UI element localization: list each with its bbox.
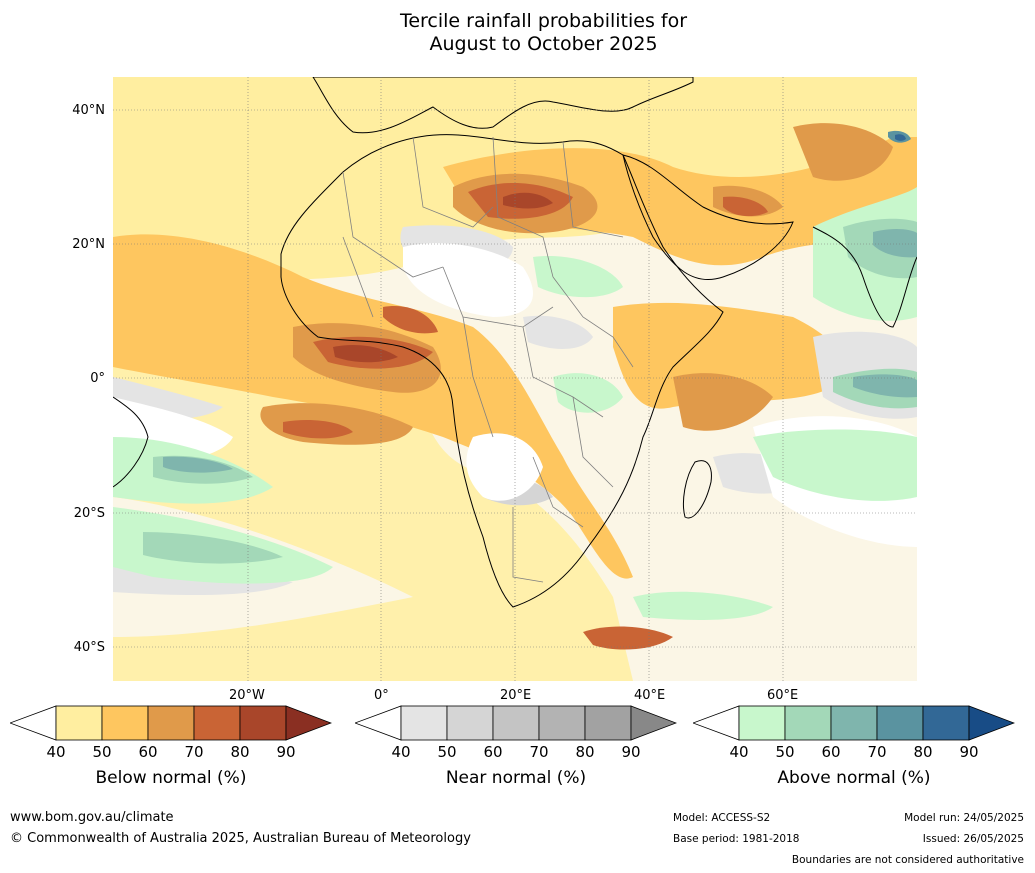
tick: 70 bbox=[529, 743, 549, 761]
lat-label-20s: 20°S bbox=[73, 506, 105, 521]
below-normal-colorbar bbox=[10, 705, 332, 741]
tick: 80 bbox=[230, 743, 250, 761]
lat-label-0: 0° bbox=[90, 371, 105, 386]
below-normal-80-area bbox=[503, 192, 553, 209]
tick: 50 bbox=[775, 743, 795, 761]
below-normal-70-area bbox=[723, 196, 768, 217]
tick: 40 bbox=[729, 743, 749, 761]
below-normal-50-area bbox=[613, 302, 841, 409]
model-run-date: Model run: 24/05/2025 bbox=[904, 812, 1024, 824]
lon-label-40e: 40°E bbox=[634, 688, 666, 703]
graticule bbox=[113, 77, 917, 681]
madagascar-coastline bbox=[682, 460, 712, 519]
above-normal-50-area bbox=[143, 532, 283, 564]
above-normal-40-area bbox=[753, 429, 917, 501]
tick: 90 bbox=[621, 743, 641, 761]
tick: 40 bbox=[46, 743, 66, 761]
near-normal-label: Near normal (%) bbox=[445, 768, 587, 788]
tick: 80 bbox=[575, 743, 595, 761]
below-normal-50-area bbox=[443, 137, 917, 266]
white-area bbox=[466, 433, 543, 501]
probability-map bbox=[113, 77, 917, 681]
below-normal-60-area bbox=[673, 373, 773, 431]
tick: 70 bbox=[867, 743, 887, 761]
base-period: Base period: 1981-2018 bbox=[673, 833, 800, 845]
bom-url: www.bom.gov.au/climate bbox=[10, 810, 174, 825]
below-normal-70-area bbox=[283, 420, 353, 439]
tick: 90 bbox=[959, 743, 979, 761]
africa-coastline bbox=[280, 134, 724, 608]
country-borders bbox=[342, 136, 634, 583]
white-area bbox=[403, 243, 533, 317]
tick: 50 bbox=[437, 743, 457, 761]
lon-label-60e: 60°E bbox=[767, 688, 799, 703]
above-normal-40-area bbox=[553, 373, 623, 413]
lon-label-20e: 20°E bbox=[500, 688, 532, 703]
lat-label-20n: 20°N bbox=[72, 237, 105, 252]
tick: 60 bbox=[138, 743, 158, 761]
above-normal-40-area bbox=[533, 256, 623, 298]
tick: 90 bbox=[276, 743, 296, 761]
near-normal-colorbar bbox=[355, 705, 677, 741]
above-normal-80-area bbox=[895, 134, 906, 141]
title-line-1: Tercile rainfall probabilities for bbox=[399, 10, 688, 32]
issued-date: Issued: 26/05/2025 bbox=[922, 833, 1024, 845]
above-normal-colorbar bbox=[693, 705, 1015, 741]
tick: 40 bbox=[391, 743, 411, 761]
below-normal-40-area bbox=[113, 307, 633, 681]
arabia-coastline bbox=[622, 154, 794, 281]
lon-label-20w: 20°W bbox=[229, 688, 265, 703]
below-normal-70-area bbox=[583, 626, 673, 650]
title-line-2: August to October 2025 bbox=[429, 33, 658, 55]
below-normal-80-area bbox=[333, 345, 398, 363]
model-name: Model: ACCESS-S2 bbox=[673, 812, 771, 824]
above-normal-60-area bbox=[163, 456, 233, 473]
above-normal-40-area bbox=[633, 591, 773, 620]
below-normal-50-area bbox=[113, 234, 633, 579]
south-america-coastline bbox=[113, 396, 149, 488]
map-title: Tercile rainfall probabilities for Augus… bbox=[0, 10, 1035, 56]
tick: 70 bbox=[184, 743, 204, 761]
above-normal-label: Above normal (%) bbox=[777, 768, 931, 788]
near-normal-area bbox=[523, 315, 593, 349]
below-normal-70-area bbox=[383, 306, 438, 334]
copyright-notice: © Commonwealth of Australia 2025, Austra… bbox=[10, 831, 471, 846]
lon-label-0: 0° bbox=[374, 688, 389, 703]
below-normal-60-area bbox=[793, 123, 893, 181]
above-normal-60-area bbox=[853, 374, 917, 398]
lat-label-40s: 40°S bbox=[73, 640, 105, 655]
tick: 50 bbox=[92, 743, 112, 761]
boundaries-disclaimer: Boundaries are not considered authoritat… bbox=[791, 854, 1024, 866]
tick: 60 bbox=[483, 743, 503, 761]
tick: 80 bbox=[913, 743, 933, 761]
lat-label-40n: 40°N bbox=[72, 103, 105, 118]
above-normal-60-area bbox=[873, 229, 917, 258]
europe-coastline bbox=[312, 77, 694, 134]
tick: 60 bbox=[821, 743, 841, 761]
india-coastline bbox=[812, 226, 917, 328]
below-normal-label: Below normal (%) bbox=[95, 768, 247, 788]
